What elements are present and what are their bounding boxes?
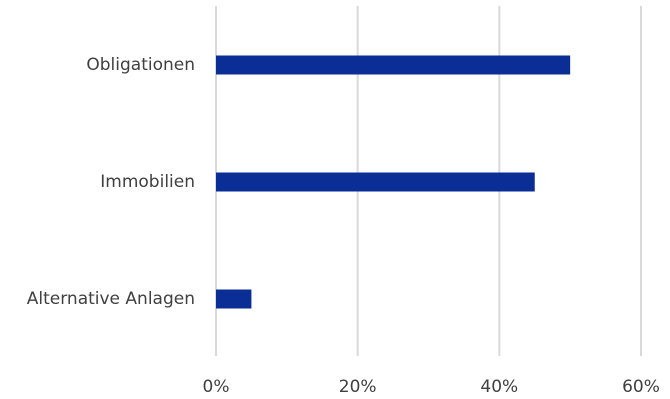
- x-axis-tick-labels: 0% 20% 40% 60%: [203, 377, 660, 397]
- bar-1: [216, 172, 535, 192]
- category-label-1: Immobilien: [100, 172, 195, 192]
- category-labels: Obligationen Immobilien Alternative Anlage…: [27, 55, 195, 309]
- x-tick-label-3: 60%: [622, 377, 660, 397]
- bars: [216, 55, 571, 309]
- category-label-2: Alternative Anlagen: [27, 289, 195, 309]
- bar-0: [216, 55, 571, 75]
- x-tick-label-2: 40%: [480, 377, 518, 397]
- x-tick-label-0: 0%: [203, 377, 230, 397]
- bar-2: [216, 289, 252, 309]
- category-label-0: Obligationen: [86, 55, 195, 75]
- x-tick-label-1: 20%: [339, 377, 377, 397]
